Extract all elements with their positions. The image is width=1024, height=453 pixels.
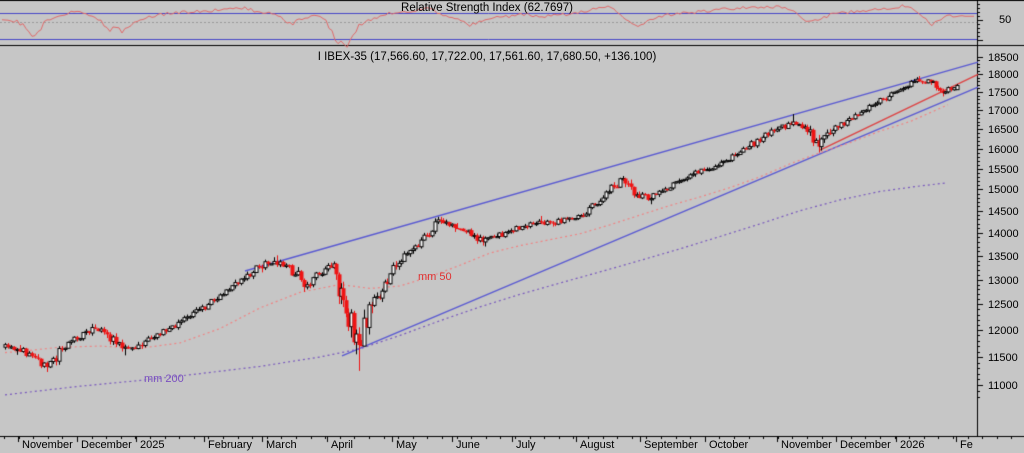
price-tick-label: 15000 bbox=[988, 184, 1019, 196]
month-label: May bbox=[396, 439, 417, 451]
month-label: December bbox=[81, 439, 132, 451]
month-label: August bbox=[580, 439, 615, 451]
month-label: September bbox=[644, 439, 698, 451]
price-tick-label: 12000 bbox=[988, 325, 1019, 337]
price-tick-label: 13500 bbox=[988, 251, 1019, 263]
chart-title: I IBEX-35 (17,566.60, 17,722.00, 17,561.… bbox=[317, 51, 657, 63]
price-tick-label: 17000 bbox=[988, 105, 1019, 117]
month-label: July bbox=[516, 439, 536, 451]
month-label: November bbox=[781, 439, 832, 451]
month-label: December bbox=[840, 439, 891, 451]
month-label: June bbox=[456, 439, 480, 451]
month-label: November bbox=[22, 439, 73, 451]
mm50-moving-average-label: mm 50 bbox=[418, 271, 452, 283]
month-label: April bbox=[331, 439, 354, 451]
price-tick-label: 16500 bbox=[988, 124, 1019, 136]
month-label: Fe bbox=[960, 439, 973, 451]
price-tick-label: 11500 bbox=[988, 352, 1018, 364]
price-tick-label: 13000 bbox=[988, 275, 1019, 287]
month-label: March bbox=[266, 439, 297, 451]
month-label: 2025 bbox=[140, 439, 165, 451]
price-tick-label: 12500 bbox=[988, 299, 1019, 311]
price-tick-label: 17500 bbox=[988, 87, 1019, 99]
price-tick-label: 14000 bbox=[988, 228, 1019, 240]
rsi-title: Relative Strength Index (62.7697) bbox=[401, 2, 573, 14]
month-label: 2026 bbox=[900, 439, 925, 451]
price-tick-label: 18500 bbox=[988, 52, 1019, 64]
month-label: October bbox=[709, 439, 749, 451]
price-tick-label: 14500 bbox=[988, 206, 1019, 218]
price-tick-label: 16000 bbox=[988, 144, 1019, 156]
mm200-moving-average-label: mm 200 bbox=[144, 373, 184, 385]
price-tick-label: 18000 bbox=[988, 69, 1019, 81]
month-label: February bbox=[208, 439, 253, 451]
price-tick-label: 11000 bbox=[988, 380, 1018, 392]
price-tick-label: 15500 bbox=[988, 164, 1019, 176]
rsi-axis-label-50: 50 bbox=[999, 14, 1012, 26]
